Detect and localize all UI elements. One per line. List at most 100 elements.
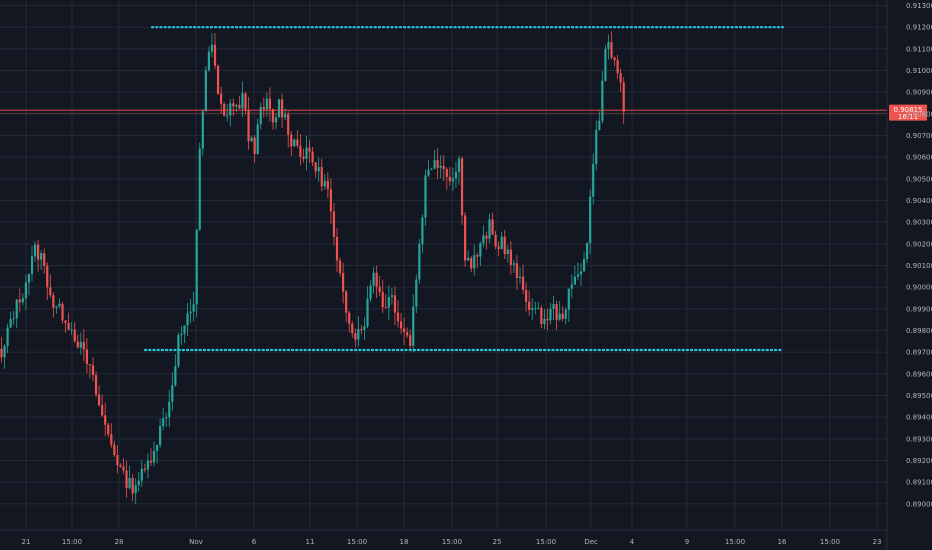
- candle: [162, 407, 165, 431]
- time-tick-label: 15:00: [62, 538, 82, 546]
- time-tick-label: 21: [22, 538, 31, 546]
- candle: [229, 98, 232, 127]
- time-tick-label: 15:00: [820, 538, 840, 546]
- candle: [55, 305, 58, 314]
- candle: [473, 244, 476, 276]
- candle: [98, 385, 101, 407]
- candle: [165, 412, 168, 427]
- candle: [485, 231, 488, 250]
- candle: [326, 172, 329, 198]
- candle: [189, 298, 192, 324]
- candle: [354, 328, 357, 348]
- candle: [216, 64, 220, 96]
- candle: [37, 240, 40, 272]
- candle: [287, 111, 290, 148]
- candle: [454, 161, 458, 189]
- candle: [558, 301, 561, 321]
- current-price-countdown: 16:11: [898, 113, 918, 121]
- candle: [351, 320, 354, 338]
- candle: [250, 135, 253, 143]
- candle: [619, 68, 622, 93]
- candle: [381, 279, 384, 313]
- candle: [171, 372, 174, 411]
- candle: [116, 445, 119, 474]
- candle: [9, 311, 12, 328]
- candle: [0, 337, 3, 363]
- candle: [604, 45, 607, 82]
- candle: [314, 161, 317, 178]
- candle: [372, 267, 375, 294]
- candle: [101, 394, 104, 418]
- candle: [30, 245, 34, 282]
- candle: [518, 267, 522, 284]
- price-tick-label: 0.89000: [906, 500, 932, 508]
- candle: [448, 167, 451, 186]
- candle: [213, 33, 217, 70]
- candle: [403, 317, 406, 346]
- candle: [412, 294, 415, 352]
- candle: [46, 262, 49, 301]
- candle: [76, 334, 79, 349]
- candle: [18, 288, 21, 313]
- candle: [378, 275, 381, 297]
- candle: [592, 153, 595, 205]
- candle: [131, 473, 134, 502]
- time-tick-label: 9: [685, 538, 689, 546]
- candle: [464, 212, 467, 267]
- candle: [570, 274, 573, 299]
- candle: [595, 120, 598, 171]
- time-tick-label: 16: [778, 538, 787, 546]
- candle: [302, 148, 305, 163]
- candle: [586, 242, 589, 264]
- candle: [357, 316, 360, 347]
- candle: [525, 282, 528, 312]
- candle: [226, 103, 229, 122]
- candle: [244, 92, 247, 115]
- candle: [58, 298, 61, 309]
- candle: [573, 265, 576, 286]
- candle: [387, 285, 390, 321]
- candle: [64, 320, 67, 333]
- candle: [256, 118, 259, 155]
- candle: [259, 102, 262, 130]
- candle: [482, 225, 485, 248]
- candle: [67, 312, 70, 331]
- candle: [12, 310, 15, 326]
- candle: [134, 478, 137, 505]
- candle: [15, 298, 18, 328]
- candle: [506, 244, 509, 263]
- candle: [3, 344, 6, 369]
- candle: [543, 309, 546, 330]
- candle: [299, 134, 302, 166]
- candle: [195, 228, 198, 317]
- candle: [531, 298, 534, 320]
- candle: [360, 324, 363, 335]
- current-price-value: 0.90815: [894, 106, 923, 114]
- candle: [567, 288, 570, 322]
- candle: [253, 135, 256, 163]
- candle: [149, 448, 153, 466]
- candle: [491, 212, 494, 235]
- candle: [40, 250, 43, 270]
- candle: [467, 250, 470, 262]
- candle: [415, 274, 418, 314]
- candle: [296, 129, 299, 148]
- candle: [540, 305, 543, 329]
- candle: [274, 112, 278, 130]
- candle: [70, 322, 73, 335]
- candle: [268, 87, 271, 122]
- time-axis[interactable]: 21 15:00 28 Nov 6 11 15:00 18 15:00 25 15:00 Dec 4 9 1…: [22, 538, 882, 546]
- candle: [49, 274, 52, 298]
- candle: [424, 169, 427, 226]
- candle: [512, 259, 515, 273]
